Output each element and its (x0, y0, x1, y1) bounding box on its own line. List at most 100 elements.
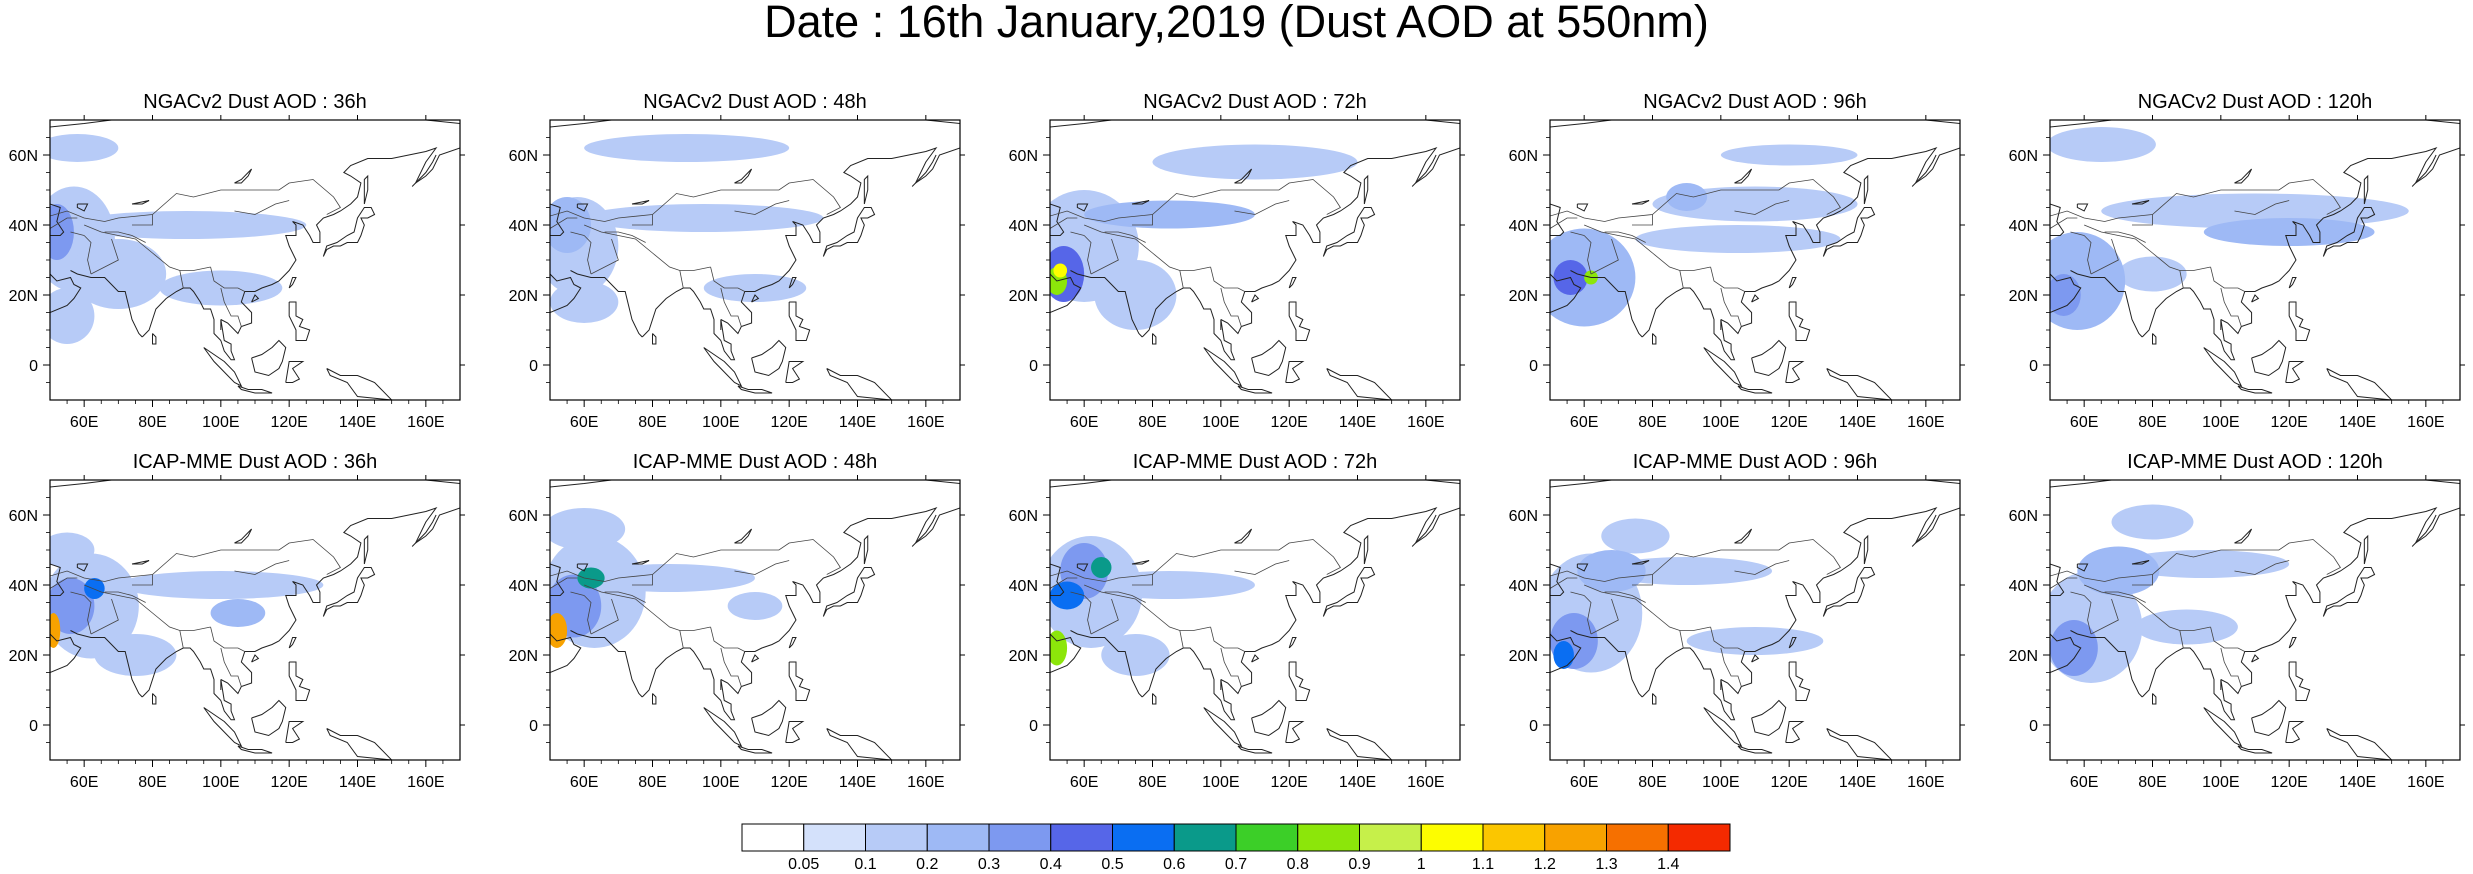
country-border (570, 231, 585, 236)
y-tick-label: 0 (29, 358, 38, 375)
country-border (2234, 560, 2290, 575)
coastline (2220, 319, 2236, 361)
dust-aod-area (1577, 550, 1646, 592)
dust-aod-area (50, 578, 95, 634)
country-border (1570, 591, 1585, 596)
y-tick-label: 20N (1009, 288, 1038, 305)
country-border (1710, 266, 1745, 292)
coastline (1652, 333, 1657, 345)
coastline (1720, 507, 1960, 695)
coastline (1703, 707, 1743, 748)
y-tick-label: 20N (1509, 648, 1538, 665)
x-tick-label: 60E (1070, 414, 1098, 431)
country-border (1570, 231, 1585, 236)
dust-aod-area (550, 281, 619, 323)
coastline (785, 361, 805, 383)
coastline (1550, 260, 1582, 313)
x-tick-label: 120E (270, 774, 307, 791)
country-border (132, 214, 153, 226)
country-border (584, 584, 711, 631)
coastline (1822, 567, 1876, 617)
country-border (2050, 539, 2341, 582)
coastline (1322, 567, 1376, 617)
coastline (288, 277, 297, 289)
panel-title: NGACv2 Dust AOD : 72h (1143, 91, 1366, 113)
country-border (1590, 598, 1619, 635)
coastline (550, 203, 565, 236)
country-border (2090, 238, 2119, 275)
dust-aod-area (2111, 504, 2194, 540)
coastline (1652, 693, 1657, 705)
x-tick-label: 140E (839, 414, 876, 431)
country-border (83, 235, 92, 275)
coastline (288, 301, 311, 341)
country-border (50, 217, 78, 229)
coastline (1822, 207, 1876, 257)
coastline (2234, 528, 2253, 544)
y-tick-label: 20N (1009, 648, 1038, 665)
coastline (1550, 620, 1582, 673)
map-panel: NGACv2 Dust AOD : 48h 60E 80E 100E 120E 140E 1… (509, 91, 965, 431)
y-tick-label: 60N (2009, 508, 2038, 525)
coastline (911, 514, 937, 547)
y-tick-label: 40N (509, 218, 538, 235)
x-tick-label: 120E (1770, 414, 1807, 431)
country-border (1632, 214, 1653, 226)
country-border (2234, 200, 2290, 215)
figure-title: Date : 16th January,2019 (Dust AOD at 55… (764, 0, 1709, 47)
country-border (710, 266, 745, 292)
coastline (570, 270, 643, 338)
y-tick-label: 40N (2009, 578, 2038, 595)
y-tick-label: 20N (2009, 648, 2038, 665)
country-border (1083, 235, 1092, 275)
coastline (1703, 347, 1743, 388)
dust-aod-area (2050, 274, 2081, 316)
colorbar-label: 0.4 (1040, 856, 1062, 873)
coastline (1734, 528, 1753, 544)
x-tick-label: 140E (2339, 774, 2376, 791)
country-border (2132, 574, 2153, 586)
coastline (788, 637, 797, 649)
coastline (1220, 147, 1460, 335)
coastline (2220, 679, 2236, 721)
dust-aod-area (1601, 557, 1773, 585)
coastline (326, 368, 393, 400)
country-border (210, 266, 245, 292)
coastline (50, 260, 82, 313)
dust-aod-area (727, 592, 783, 620)
country-border (632, 574, 653, 586)
dust-aod-area (94, 634, 177, 676)
coastline (1720, 319, 1736, 361)
country-border (2090, 598, 2119, 635)
coastline (251, 339, 287, 377)
x-tick-label: 120E (770, 414, 807, 431)
colorbar-swatch (1235, 823, 1299, 852)
country-border (179, 630, 184, 649)
coastline (1411, 514, 1437, 547)
coastline (1734, 168, 1753, 184)
dust-aod-area (2118, 550, 2290, 578)
panel-title: NGACv2 Dust AOD : 48h (643, 91, 866, 113)
country-border (90, 238, 119, 275)
coastline (251, 294, 260, 303)
x-tick-label: 60E (570, 774, 598, 791)
coastline (550, 620, 582, 673)
map-panel: ICAP-MME Dust AOD : 36h 60E 80E 100E 120E 140… (9, 451, 465, 791)
x-tick-label: 60E (1070, 774, 1098, 791)
colorbar-swatch (1173, 823, 1237, 852)
coastline (1737, 745, 1773, 754)
coastline (703, 347, 743, 388)
dust-aod-area (1666, 183, 1708, 211)
y-tick-label: 20N (509, 648, 538, 665)
country-border (2050, 179, 2341, 222)
country-border (1710, 626, 1745, 652)
country-border (2084, 584, 2211, 631)
colorbar-swatch (1112, 823, 1175, 852)
x-tick-label: 160E (2407, 414, 2444, 431)
coastline (1576, 563, 1589, 572)
coastline (1234, 168, 1253, 184)
country-border (1104, 591, 1146, 603)
x-tick-label: 140E (1339, 414, 1376, 431)
y-tick-label: 40N (2009, 218, 2038, 235)
coastline (737, 745, 773, 754)
